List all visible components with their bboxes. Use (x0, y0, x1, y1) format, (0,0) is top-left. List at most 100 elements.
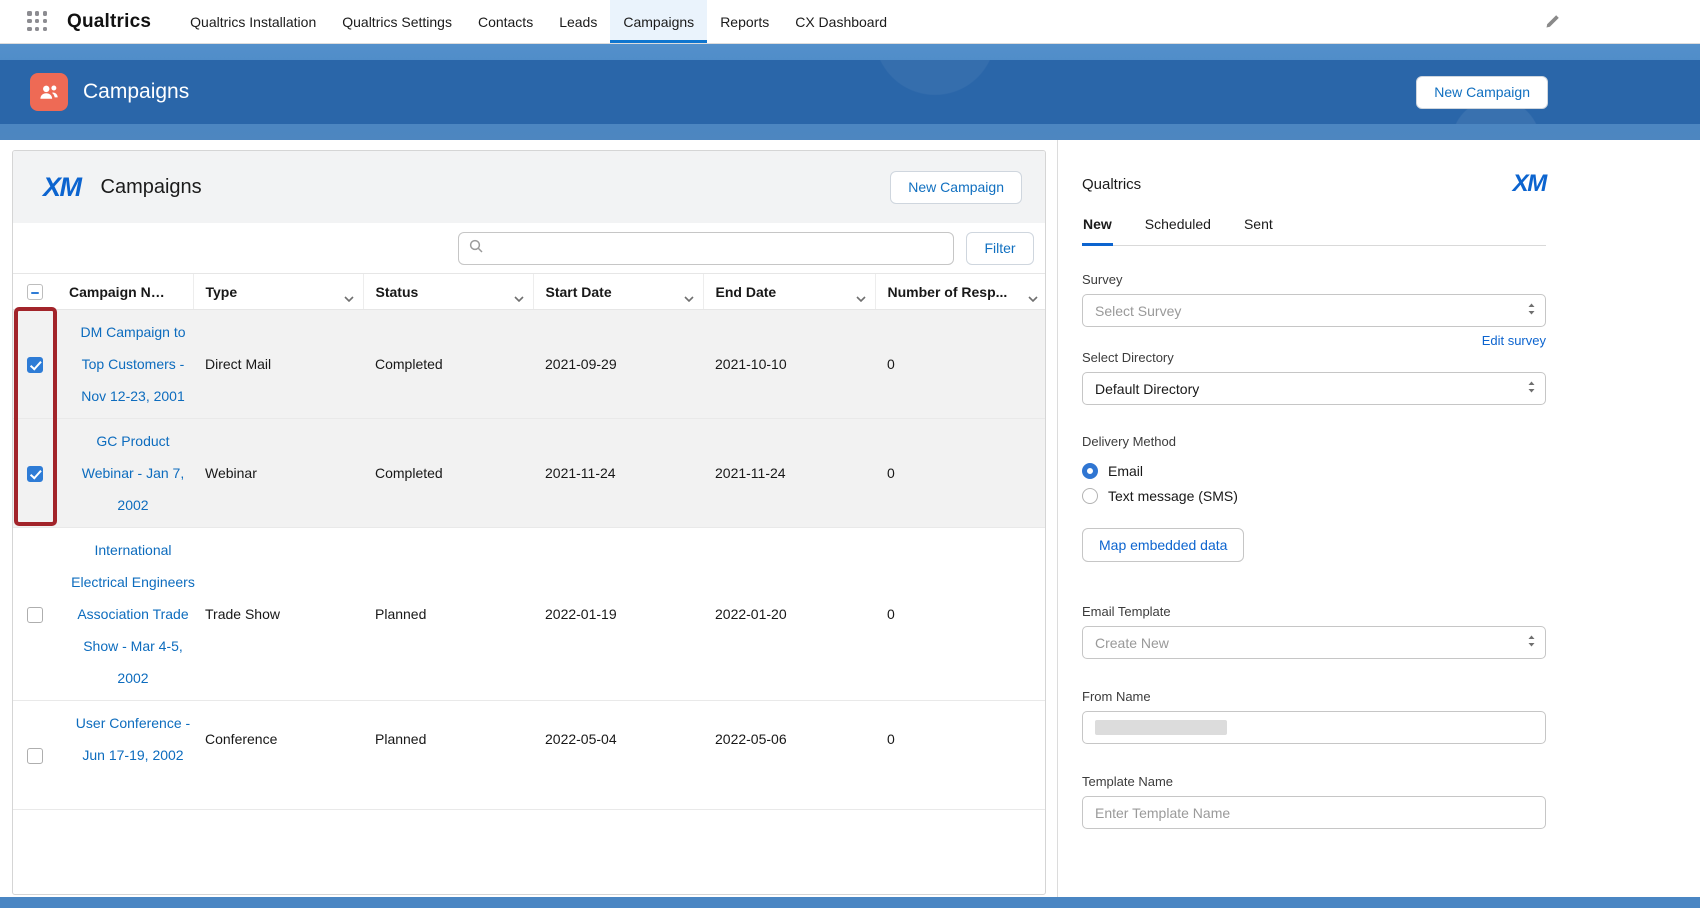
email-template-select[interactable]: Create New (1082, 626, 1546, 659)
template-name-input[interactable] (1082, 796, 1546, 829)
background-bottom-strip (0, 897, 1700, 908)
column-header-end-date[interactable]: End Date (702, 273, 875, 310)
column-header-type[interactable]: Type (192, 273, 363, 310)
select-directory-label: Select Directory (1082, 350, 1174, 365)
chevron-down-icon[interactable] (683, 289, 694, 305)
search-input[interactable] (490, 240, 943, 256)
search-icon (469, 239, 483, 258)
cell-status: Planned (363, 527, 533, 701)
xm-logo: XM (43, 171, 82, 202)
email-template-label: Email Template (1082, 604, 1171, 619)
chevron-down-icon[interactable] (513, 289, 524, 305)
row-checkbox[interactable] (27, 606, 43, 623)
cell-start-date: 2022-01-19 (533, 527, 703, 701)
nav-tabs: Qualtrics Installation Qualtrics Setting… (177, 0, 900, 43)
nav-tab-qualtrics-settings[interactable]: Qualtrics Settings (342, 13, 452, 30)
campaigns-table: Campaign Name Type Status Start Date End… (13, 273, 1045, 810)
cell-start-date: 2022-05-04 (533, 700, 703, 810)
survey-label: Survey (1082, 272, 1123, 287)
campaign-object-icon (30, 73, 68, 111)
campaign-name-link[interactable]: User Conference - Jun 17-19, 2002 (75, 715, 191, 763)
cell-type: Conference (193, 700, 363, 810)
campaign-name-link[interactable]: DM Campaign to Top Customers - Nov 12-23… (80, 324, 186, 404)
radio-sms[interactable] (1082, 488, 1098, 504)
chevron-down-icon[interactable] (855, 289, 866, 305)
select-all-header-cell (13, 273, 57, 310)
directory-select[interactable]: Default Directory (1082, 372, 1546, 405)
cell-status: Completed (363, 309, 533, 419)
cell-responses: 0 (875, 309, 1045, 419)
column-header-campaign-name[interactable]: Campaign Name (57, 273, 193, 310)
page-header-inner: Campaigns New Campaign (0, 60, 1700, 124)
row-checkbox[interactable] (27, 747, 43, 764)
cell-status: Completed (363, 418, 533, 528)
composer-brand: Qualtrics (1082, 175, 1142, 193)
main-content: XM Campaigns New Campaign Filter (0, 140, 1700, 897)
from-name-input[interactable] (1082, 711, 1546, 744)
column-header-status[interactable]: Status (362, 273, 533, 310)
cell-type: Trade Show (193, 527, 363, 701)
xm-logo: XM (1512, 170, 1548, 197)
cell-responses: 0 (875, 418, 1045, 528)
column-header-start-date[interactable]: Start Date (532, 273, 703, 310)
radio-email-label: Email (1108, 463, 1144, 479)
cell-end-date: 2022-01-20 (703, 527, 875, 701)
stepper-icon (1527, 634, 1536, 651)
filter-button[interactable]: Filter (966, 231, 1034, 265)
search-row: Filter (13, 223, 1045, 273)
edit-survey-link[interactable]: Edit survey (1481, 333, 1546, 348)
cell-status: Planned (363, 700, 533, 810)
new-campaign-button-header[interactable]: New Campaign (1416, 75, 1548, 109)
cell-end-date: 2022-05-06 (703, 700, 875, 810)
row-checkbox[interactable] (27, 356, 43, 373)
map-embedded-data-button[interactable]: Map embedded data (1082, 528, 1245, 562)
cell-end-date: 2021-11-24 (703, 418, 875, 528)
cell-start-date: 2021-09-29 (533, 309, 703, 419)
nav-tab-reports[interactable]: Reports (720, 13, 770, 30)
campaign-list-panel: XM Campaigns New Campaign Filter (12, 150, 1046, 895)
cell-responses: 0 (875, 700, 1045, 810)
campaign-name-link[interactable]: GC Product Webinar - Jan 7, 2002 (81, 433, 185, 513)
chevron-down-icon[interactable] (343, 289, 354, 305)
tab-sent[interactable]: Sent (1243, 216, 1273, 232)
stepper-icon (1527, 380, 1536, 397)
tab-new[interactable]: New (1082, 212, 1113, 246)
nav-tab-leads[interactable]: Leads (559, 13, 598, 30)
chevron-down-icon[interactable] (1028, 289, 1038, 305)
cell-start-date: 2021-11-24 (533, 418, 703, 528)
stepper-icon (1527, 302, 1536, 319)
cell-responses: 0 (875, 527, 1045, 701)
radio-email[interactable] (1082, 463, 1098, 479)
search-box (458, 231, 954, 265)
from-name-label: From Name (1082, 689, 1151, 704)
template-name-label: Template Name (1082, 774, 1174, 789)
composer-tabs: New Scheduled Sent (1082, 212, 1546, 246)
nav-tab-cx-dashboard[interactable]: CX Dashboard (795, 13, 888, 30)
nav-tab-campaigns[interactable]: Campaigns (610, 0, 708, 43)
table-row: International Electrical Engineers Assoc… (13, 527, 1045, 701)
app-launcher-icon[interactable] (27, 11, 48, 32)
edit-pencil-icon[interactable] (1545, 14, 1560, 34)
nav-tab-qualtrics-installation[interactable]: Qualtrics Installation (190, 13, 317, 30)
survey-select[interactable]: Select Survey (1082, 294, 1546, 327)
campaign-list-title: Campaigns (100, 175, 202, 198)
redacted-value (1095, 720, 1227, 735)
column-header-responses[interactable]: Number of Resp... (874, 273, 1045, 310)
row-checkbox[interactable] (27, 465, 43, 482)
top-navigation-bar: Qualtrics Qualtrics Installation Qualtri… (0, 0, 1700, 44)
select-all-checkbox[interactable] (27, 284, 43, 301)
table-header-row: Campaign Name Type Status Start Date End… (13, 273, 1045, 310)
delivery-method-label: Delivery Method (1082, 434, 1176, 449)
cell-type: Direct Mail (193, 309, 363, 419)
table-row: GC Product Webinar - Jan 7, 2002 Webinar… (13, 418, 1045, 528)
campaign-name-link[interactable]: International Electrical Engineers Assoc… (71, 542, 195, 686)
qualtrics-composer-panel: Qualtrics XM New Scheduled Sent Survey S… (1057, 140, 1700, 897)
new-campaign-button-list[interactable]: New Campaign (890, 170, 1022, 204)
radio-sms-label: Text message (SMS) (1108, 488, 1238, 504)
tab-scheduled[interactable]: Scheduled (1144, 216, 1211, 232)
campaign-list-header: XM Campaigns New Campaign (13, 151, 1045, 223)
page-header-band: Campaigns New Campaign (0, 44, 1700, 140)
table-row: DM Campaign to Top Customers - Nov 12-23… (13, 309, 1045, 419)
table-row: User Conference - Jun 17-19, 2002 Confer… (13, 700, 1045, 810)
nav-tab-contacts[interactable]: Contacts (477, 13, 534, 30)
